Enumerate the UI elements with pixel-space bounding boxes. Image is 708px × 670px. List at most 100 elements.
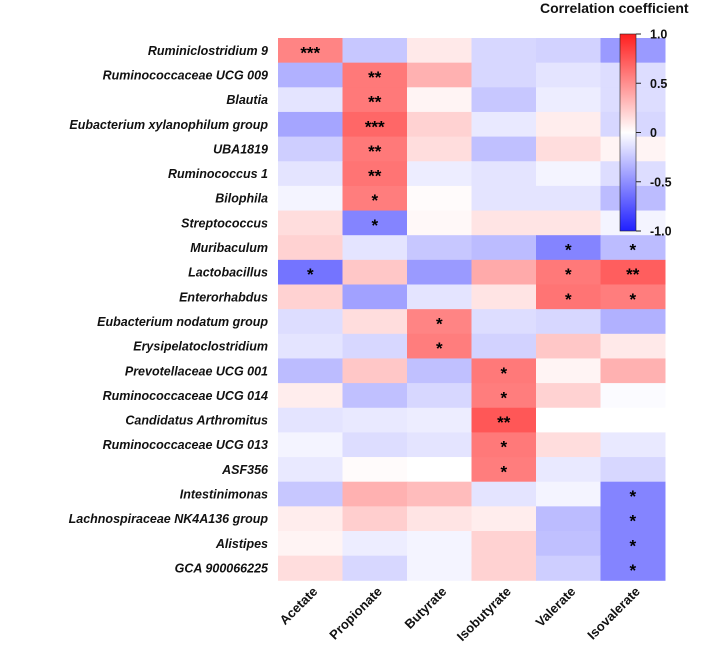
heatmap-cell-alistipes-isobutyrate	[471, 531, 537, 557]
significance-marker: *	[629, 487, 636, 506]
heatmap-cell-prevotellaceae-ucg-001-isovalerate	[600, 358, 666, 384]
heatmap-cell-enterorhabdus-propionate	[342, 284, 408, 310]
heatmap-cell-ruminococcaceae-ucg-009-propionate	[342, 62, 408, 88]
significance-marker: *	[500, 462, 507, 481]
heatmap-cell-lachnospiraceae-nk4a136-group-isovalerate	[600, 506, 666, 532]
heatmap-cell-uba1819-isobutyrate	[471, 136, 537, 162]
significance-marker: **	[368, 167, 382, 186]
heatmap-cell-asf356-acetate	[278, 457, 343, 483]
heatmap-cell-lactobacillus-propionate	[342, 259, 408, 285]
significance-marker: **	[497, 413, 511, 432]
heatmap-cell-ruminiclostridium-9-propionate	[342, 38, 408, 64]
heatmap-cell-ruminiclostridium-9-isobutyrate	[471, 38, 537, 64]
legend-tick-label: -1.0	[650, 225, 672, 239]
heatmap-cell-enterorhabdus-valerate	[536, 284, 601, 310]
heatmap-cell-candidatus-arthromitus-butyrate	[407, 407, 472, 433]
legend-title: Correlation coefficient	[540, 0, 689, 16]
heatmap-cell-ruminococcaceae-ucg-013-acetate	[278, 432, 343, 458]
heatmap-cell-ruminococcaceae-ucg-014-acetate	[278, 383, 343, 409]
column-label-acetate: Acetate	[277, 584, 321, 628]
heatmap-cell-ruminococcaceae-ucg-013-butyrate	[407, 432, 472, 458]
heatmap-cell-gca-900066225-isovalerate	[600, 555, 666, 581]
heatmap-cell-lachnospiraceae-nk4a136-group-isobutyrate	[471, 506, 537, 532]
row-label-blautia: Blautia	[226, 93, 268, 107]
heatmap-cell-ruminococcaceae-ucg-009-isobutyrate	[471, 62, 537, 88]
heatmap-cell-alistipes-butyrate	[407, 531, 472, 557]
heatmap-cell-lactobacillus-isovalerate	[600, 259, 666, 285]
column-label-isovalerate: Isovalerate	[584, 584, 643, 643]
legend-tick-label: 1.0	[650, 28, 667, 42]
heatmap-cell-ruminiclostridium-9-butyrate	[407, 38, 472, 64]
significance-marker: *	[629, 512, 636, 531]
legend-tick-label: -0.5	[650, 175, 672, 189]
significance-marker: ***	[300, 43, 320, 62]
heatmap-cell-prevotellaceae-ucg-001-butyrate	[407, 358, 472, 384]
heatmap-cell-intestinimonas-isobutyrate	[471, 481, 537, 507]
row-labels: Ruminiclostridium 9 Ruminococcaceae UCG 0…	[69, 44, 269, 576]
heatmap-cell-ruminococcaceae-ucg-009-butyrate	[407, 62, 472, 88]
heatmap-cell-gca-900066225-valerate	[536, 555, 601, 581]
legend-colorbar	[619, 33, 637, 232]
heatmap-cell-blautia-butyrate	[407, 87, 472, 113]
heatmap-cell-prevotellaceae-ucg-001-isobutyrate	[471, 358, 537, 384]
heatmap-cell-ruminococcaceae-ucg-013-propionate	[342, 432, 408, 458]
heatmap-cell-lachnospiraceae-nk4a136-group-acetate	[278, 506, 343, 532]
heatmap-cell-ruminiclostridium-9-acetate	[278, 38, 343, 64]
heatmap-cell-streptococcus-propionate	[342, 210, 408, 236]
row-label-ruminococcaceae-ucg-014: Ruminococcaceae UCG 014	[103, 389, 268, 403]
heatmap-cell-lachnospiraceae-nk4a136-group-propionate	[342, 506, 408, 532]
heatmap-cell-ruminococcus-1-isobutyrate	[471, 161, 537, 187]
heatmap-cell-erysipelatoclostridium-propionate	[342, 333, 408, 359]
significance-marker: *	[629, 561, 636, 580]
heatmap-cell-eubacterium-nodatum-group-butyrate	[407, 309, 472, 335]
heatmap-cell-asf356-isovalerate	[600, 457, 666, 483]
row-label-intestinimonas: Intestinimonas	[180, 488, 268, 502]
row-label-ruminococcus-1: Ruminococcus 1	[168, 167, 268, 181]
heatmap-cell-lactobacillus-isobutyrate	[471, 259, 537, 285]
heatmap-cell-bilophila-valerate	[536, 185, 601, 212]
heatmap-cell-muribaculum-isobutyrate	[471, 235, 537, 261]
heatmap-cell-muribaculum-butyrate	[407, 235, 472, 261]
significance-marker: **	[626, 265, 640, 284]
row-label-gca-900066225: GCA 900066225	[175, 561, 269, 575]
heatmap-cell-ruminococcus-1-propionate	[342, 161, 408, 187]
heatmap-cell-uba1819-propionate	[342, 136, 408, 162]
heatmap-cell-eubacterium-nodatum-group-propionate	[342, 309, 408, 335]
column-label-valerate: Valerate	[532, 584, 578, 630]
heatmap-cell-ruminococcaceae-ucg-009-valerate	[536, 62, 601, 88]
row-label-lactobacillus: Lactobacillus	[188, 266, 268, 280]
heatmap-cell-enterorhabdus-isobutyrate	[471, 284, 537, 310]
row-label-enterorhabdus: Enterorhabdus	[179, 290, 268, 304]
heatmap-cell-bilophila-isobutyrate	[471, 185, 537, 212]
heatmap-cell-candidatus-arthromitus-acetate	[278, 407, 343, 433]
row-label-eubacterium-nodatum-group: Eubacterium nodatum group	[97, 315, 268, 329]
heatmap-cell-gca-900066225-propionate	[342, 555, 408, 581]
heatmap-cell-erysipelatoclostridium-butyrate	[407, 333, 472, 359]
heatmap-cell-muribaculum-valerate	[536, 235, 601, 261]
heatmap-cell-streptococcus-isobutyrate	[471, 210, 537, 236]
significance-marker: *	[500, 438, 507, 457]
heatmap-cell-intestinimonas-propionate	[342, 481, 408, 507]
heatmap-cell-intestinimonas-butyrate	[407, 481, 472, 507]
heatmap-cell-blautia-isobutyrate	[471, 87, 537, 113]
heatmap-cell-bilophila-acetate	[278, 185, 343, 212]
heatmap-cell-eubacterium-xylanophilum-group-isobutyrate	[471, 111, 537, 138]
heatmap-cell-prevotellaceae-ucg-001-acetate	[278, 358, 343, 384]
heatmap-cell-intestinimonas-valerate	[536, 481, 601, 507]
row-label-erysipelatoclostridium: Erysipelatoclostridium	[133, 340, 268, 354]
heatmap-cell-eubacterium-nodatum-group-acetate	[278, 309, 343, 335]
significance-marker: **	[368, 93, 382, 112]
heatmap-cell-enterorhabdus-acetate	[278, 284, 343, 310]
heatmap-cell-ruminococcaceae-ucg-014-propionate	[342, 383, 408, 409]
significance-marker: *	[629, 536, 636, 555]
heatmap-cell-intestinimonas-isovalerate	[600, 481, 666, 507]
heatmap-cell-uba1819-butyrate	[407, 136, 472, 162]
heatmap-cell-intestinimonas-acetate	[278, 481, 343, 507]
column-label-butyrate: Butyrate	[401, 584, 449, 632]
heatmap-cell-alistipes-propionate	[342, 531, 408, 557]
heatmap-cell-ruminococcaceae-ucg-013-valerate	[536, 432, 601, 458]
heatmap-cell-erysipelatoclostridium-isobutyrate	[471, 333, 537, 359]
heatmap-cell-muribaculum-acetate	[278, 235, 343, 261]
heatmap-cell-ruminococcus-1-butyrate	[407, 161, 472, 187]
